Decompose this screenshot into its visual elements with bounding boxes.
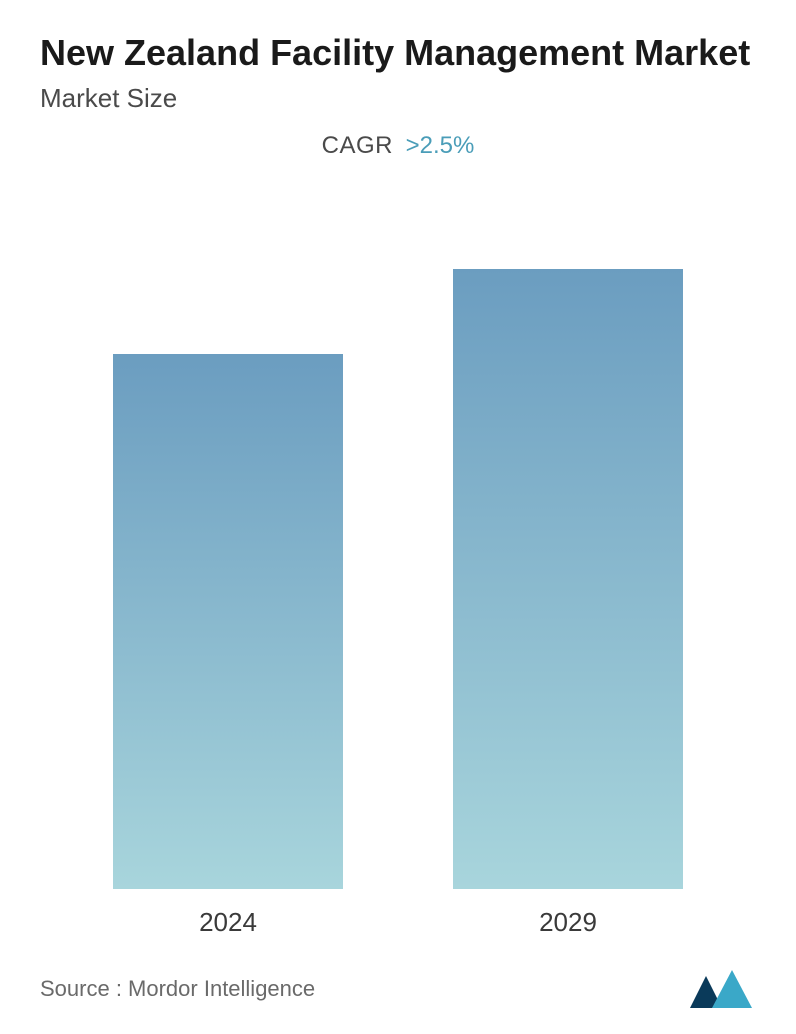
- chart-title: New Zealand Facility Management Market: [40, 30, 756, 75]
- chart-subtitle: Market Size: [40, 83, 756, 114]
- chart-container: New Zealand Facility Management Market M…: [0, 0, 796, 1034]
- bar-1: [453, 269, 683, 889]
- bar-0: [113, 354, 343, 889]
- cagr-row: CAGR >2.5%: [40, 132, 756, 160]
- chart-area: 2024 2029: [40, 200, 756, 938]
- bar-label-0: 2024: [199, 907, 257, 938]
- cagr-label: CAGR: [322, 132, 393, 159]
- cagr-value: >2.5%: [406, 132, 475, 159]
- bar-group-1: 2029: [453, 269, 683, 938]
- bar-group-0: 2024: [113, 354, 343, 938]
- logo-icon: [686, 968, 756, 1010]
- bar-label-1: 2029: [539, 907, 597, 938]
- source-text: Source : Mordor Intelligence: [40, 976, 315, 1002]
- footer: Source : Mordor Intelligence: [40, 948, 756, 1034]
